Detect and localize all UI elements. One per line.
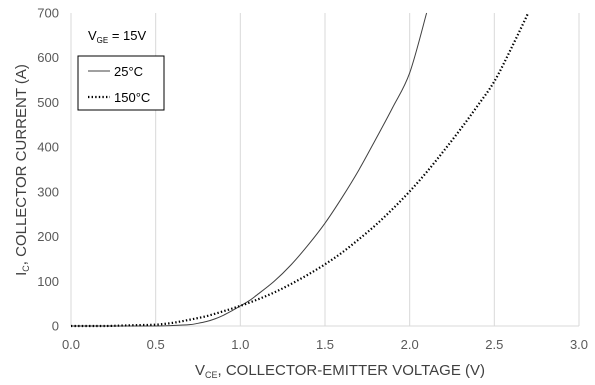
y-tick-label: 300 [37,184,59,199]
y-tick-label: 600 [37,50,59,65]
y-tick-label: 400 [37,140,59,155]
x-tick-label: 2.5 [485,337,503,352]
y-axis-title: IC, COLLECTOR CURRENT (A) [13,64,31,276]
x-tick-labels: 0.0 0.5 1.0 1.5 2.0 2.5 3.0 [62,337,588,352]
x-tick-label: 3.0 [570,337,588,352]
y-tick-label: 0 [52,319,59,334]
legend: 25°C 150°C [77,55,165,111]
legend-label-150c: 150°C [114,90,150,105]
y-tick-label: 100 [37,274,59,289]
y-tick-label: 200 [37,229,59,244]
series-line-25c [71,12,428,327]
vge-annotation: VGE = 15V [88,28,147,45]
x-axis-title: VCE, COLLECTOR-EMITTER VOLTAGE (V) [195,362,485,380]
x-tick-label: 1.5 [316,337,334,352]
series-line-150c [70,12,530,328]
legend-label-25c: 25°C [114,64,143,79]
x-tick-label: 0.5 [147,337,165,352]
y-tick-label: 500 [37,95,59,110]
series-lines [70,12,530,328]
y-tick-labels: 0 100 200 300 400 500 600 700 [37,6,59,334]
x-tick-label: 2.0 [401,337,419,352]
legend-box [77,55,165,111]
x-tick-label: 1.0 [231,337,249,352]
y-tick-label: 700 [37,6,59,21]
x-tick-label: 0.0 [62,337,80,352]
